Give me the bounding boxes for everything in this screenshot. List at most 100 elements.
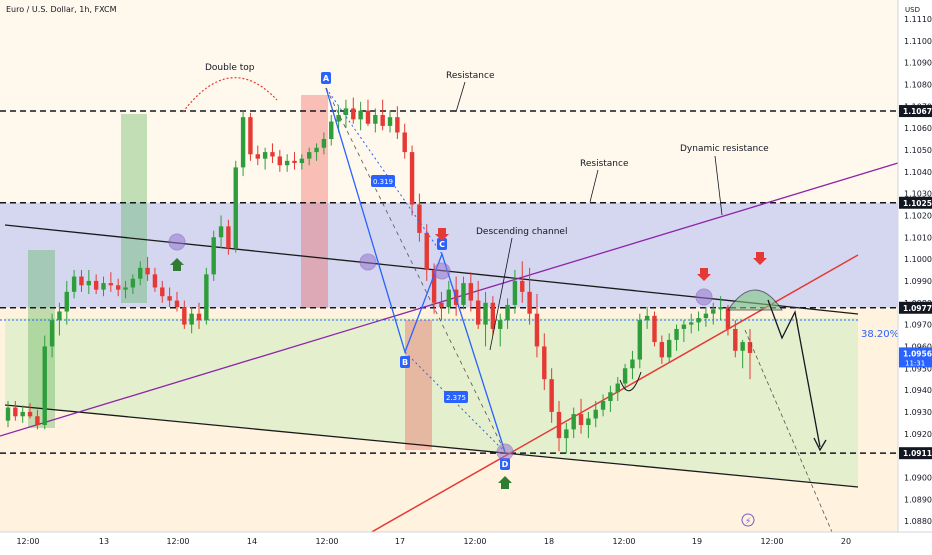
candle-body (711, 309, 716, 314)
candle-body (262, 152, 268, 159)
candle-body (307, 152, 312, 159)
candle-body (182, 307, 187, 325)
price-tick-label: 1.09000 (904, 473, 932, 482)
price-tick-label: 1.10300 (904, 190, 932, 199)
resistance-label-1: Resistance (446, 71, 495, 81)
candle-body (490, 302, 496, 329)
time-tick-label: 13 (99, 537, 109, 546)
ratio-label: 2.375 (446, 394, 466, 402)
point-d-label: D (502, 460, 509, 469)
candle-body (520, 280, 525, 292)
price-tick-label: 1.08900 (904, 495, 932, 504)
candle-body (35, 416, 40, 426)
time-tick-label: 19 (692, 537, 702, 546)
candle-body (101, 283, 106, 290)
candle-body (542, 346, 547, 380)
candle-body (439, 302, 444, 308)
channel-upper-line[interactable] (4, 224, 859, 315)
candle-body (329, 121, 334, 139)
candle-body (527, 291, 532, 314)
abcd-pattern: A B C D 0.319 2.375 (321, 72, 510, 470)
candle-body (49, 320, 55, 347)
candle-body (108, 283, 114, 286)
time-tick-label: 12:00 (315, 537, 338, 546)
up-arrow-icon (498, 476, 512, 489)
pointer-line (714, 155, 723, 216)
candle-body (167, 296, 172, 301)
ratio-badge (444, 391, 468, 403)
candle-body (255, 154, 260, 159)
candle-body (424, 232, 429, 270)
candle-body (351, 108, 356, 120)
candle-body (123, 287, 128, 290)
candle-body (160, 287, 165, 297)
candle-body (674, 328, 679, 340)
level-badge-label: 1.10258 (903, 199, 932, 208)
highlight-circle (168, 233, 186, 251)
candle-body (409, 152, 415, 205)
candle-body (20, 411, 25, 417)
candle-body (380, 114, 385, 126)
candle-body (395, 117, 400, 133)
fib-level-label: 38.20% (861, 329, 899, 340)
projection-dashed (744, 329, 833, 533)
level-badge (899, 105, 932, 118)
candle-body (189, 313, 194, 325)
channel-lower-line[interactable] (4, 404, 859, 488)
candle-body (483, 302, 488, 325)
price-axis[interactable]: 1.111001.110001.109001.108001.107001.106… (897, 0, 932, 550)
candle-body (461, 283, 466, 305)
down-arrow-icon (435, 228, 449, 241)
candle-body (600, 401, 606, 410)
upper-background-band (0, 0, 898, 203)
level-badge-label: 1.09777 (903, 304, 932, 313)
candle-body (233, 167, 238, 249)
candle-body (71, 276, 77, 292)
down-arrow-icon (753, 252, 767, 265)
point-a-label: A (323, 74, 330, 83)
candle-body (284, 160, 290, 166)
candle-body (42, 346, 47, 426)
candle-body (549, 379, 554, 412)
candle-body (593, 409, 598, 419)
candle-body (270, 152, 275, 157)
projection-path (744, 299, 833, 533)
ac-dotted (325, 87, 443, 255)
time-axis[interactable]: 12:00 13 12:00 14 12:00 17 12:00 18 12:00 19 12:00… (0, 531, 932, 550)
lightning-icon[interactable] (741, 513, 755, 527)
candle-body (681, 324, 687, 329)
point-b-label: B (402, 358, 408, 367)
candle-body (64, 291, 69, 312)
candle-body (226, 226, 231, 249)
candle-body (622, 368, 628, 384)
candle-body (358, 110, 363, 120)
candle-body (248, 117, 253, 155)
price-tick-label: 1.09300 (904, 408, 932, 417)
candle-body (446, 289, 451, 308)
candle-body (138, 267, 143, 279)
price-tick-label: 1.10800 (904, 80, 932, 89)
candle-body (468, 283, 474, 301)
candle-body (659, 342, 665, 358)
highlight-circle (695, 288, 713, 306)
level-badge-label: 1.10678 (903, 107, 932, 116)
candle-body (534, 313, 540, 347)
candle-body (365, 110, 371, 124)
level-badge (899, 301, 932, 314)
descending-channel-fill (5, 318, 858, 487)
candle-body (57, 311, 62, 321)
candle-body (703, 313, 709, 319)
current-price-badge (899, 347, 932, 368)
time-tick-label: 12:00 (166, 537, 189, 546)
price-tick-label: 1.10100 (904, 233, 932, 242)
markers (168, 77, 783, 489)
price-tick-label: 1.09500 (904, 364, 932, 373)
candle-body (666, 339, 672, 358)
point-b-badge (400, 356, 410, 368)
candle-body (373, 114, 378, 124)
currency-label: USD (905, 6, 920, 14)
candle-body (152, 274, 158, 288)
candle-body (145, 267, 150, 275)
